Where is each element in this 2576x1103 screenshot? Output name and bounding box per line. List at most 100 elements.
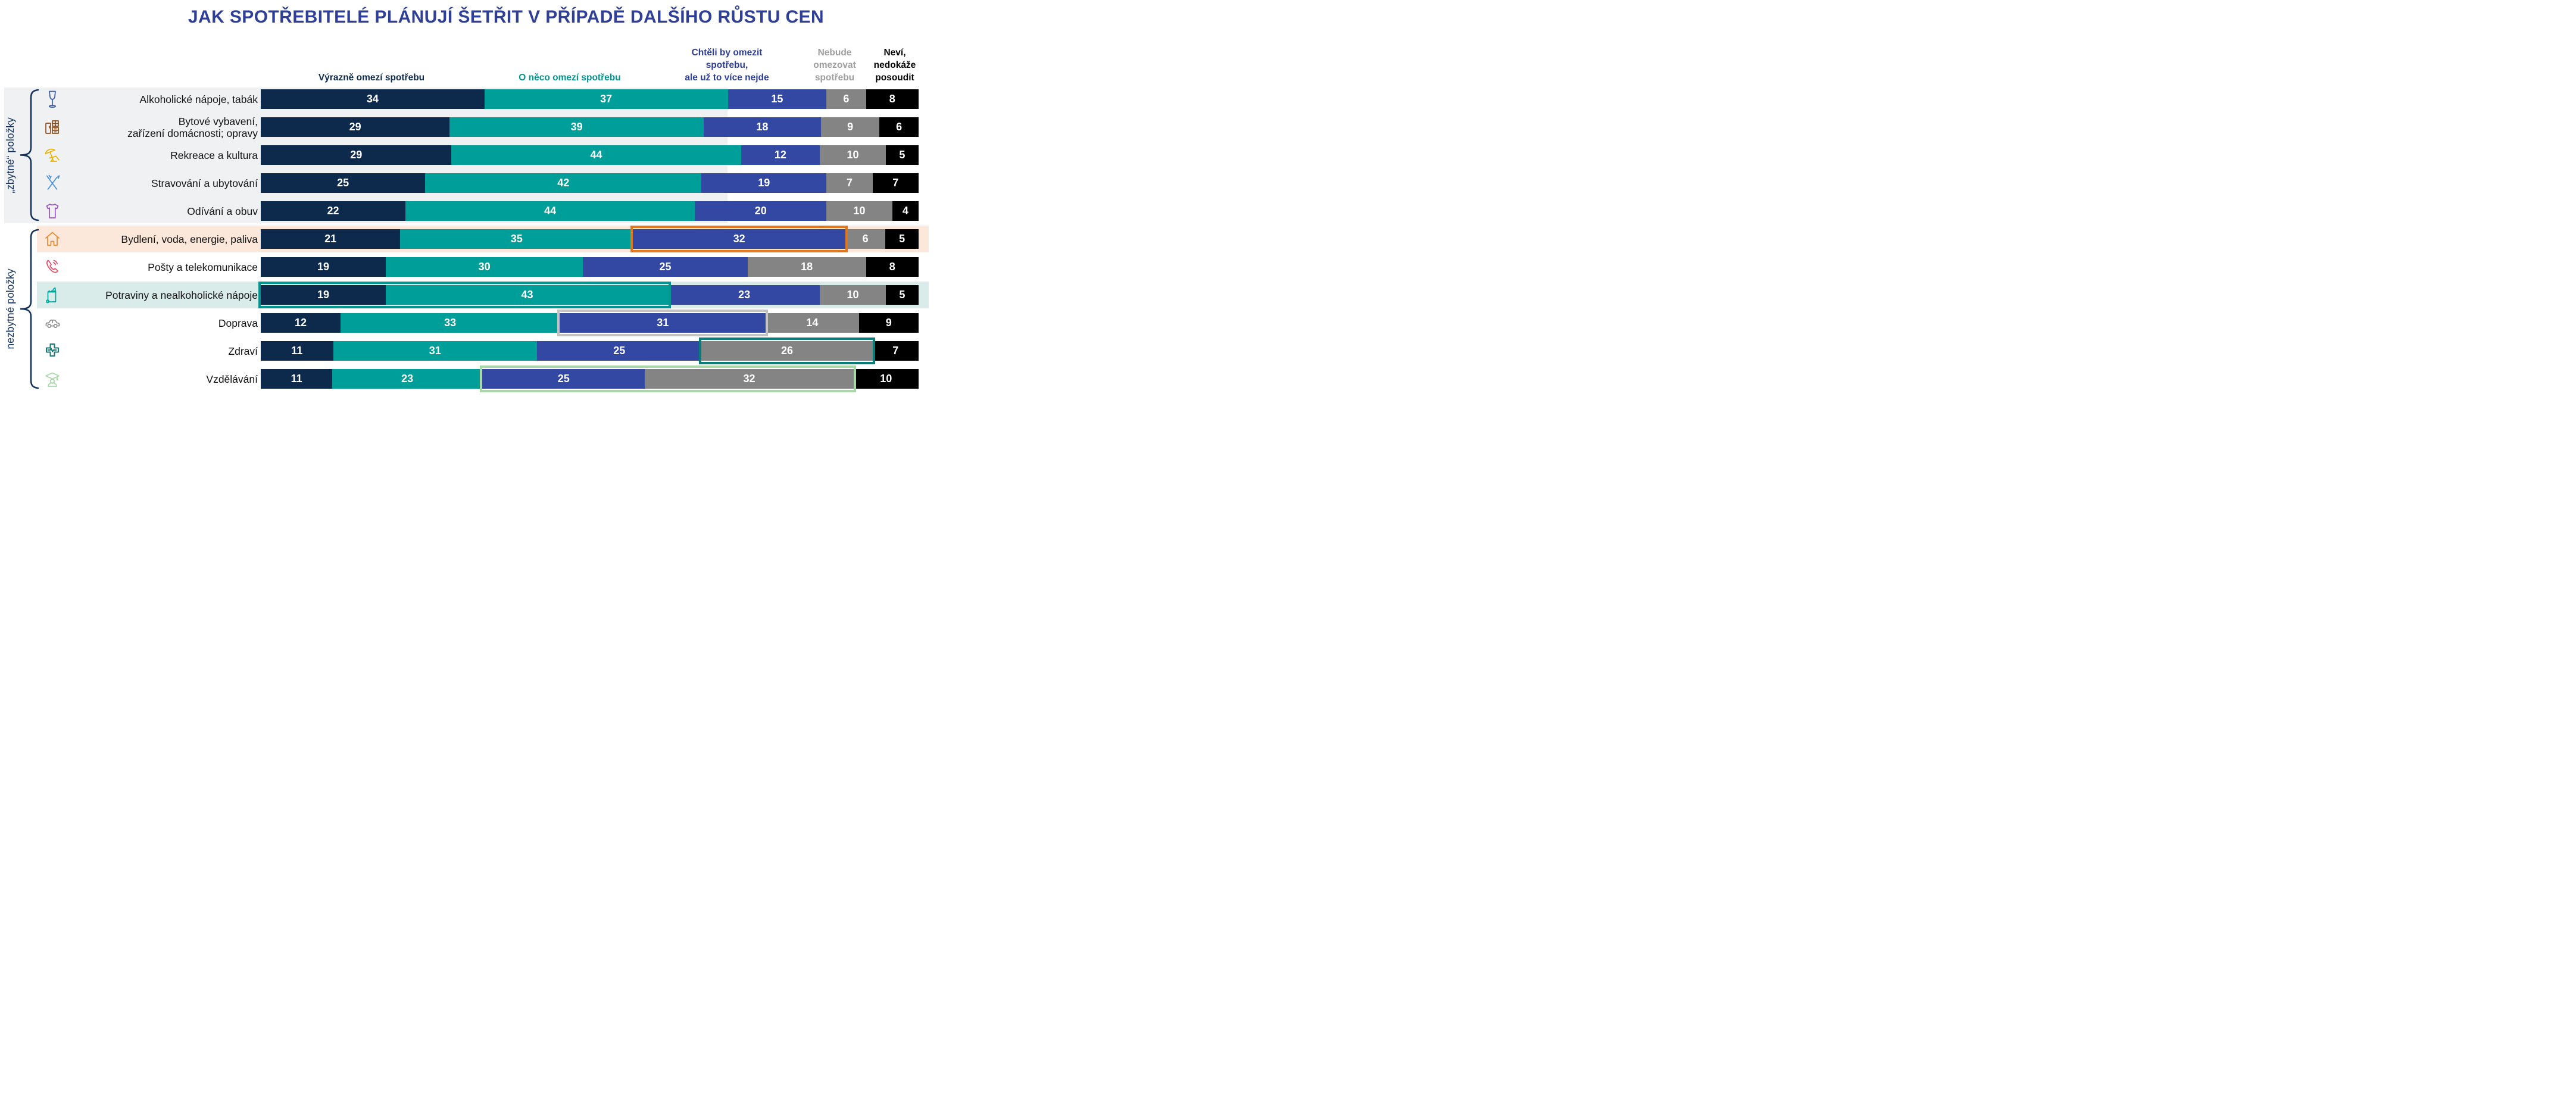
bar-segment: 12 <box>261 313 341 333</box>
segment-value: 15 <box>771 93 783 105</box>
bar-segment: 8 <box>866 89 919 109</box>
segment-value: 5 <box>899 289 905 301</box>
beach-umbrella-icon <box>42 145 63 165</box>
series-header-line: omezovat <box>813 60 856 70</box>
bar-segment: 11 <box>261 341 333 361</box>
bar-segment: 19 <box>261 285 386 305</box>
category-row-bar: 19 43 23 10 5 <box>261 285 919 305</box>
category-row-bar: 11 31 25 26 7 <box>261 341 919 361</box>
category-row-bar: 34 37 15 6 8 <box>261 89 919 109</box>
segment-value: 11 <box>291 345 303 357</box>
category-label-line: Pošty a telekomunikace <box>148 261 258 273</box>
category-label-line: Potraviny a nealkoholické nápoje <box>105 289 258 301</box>
category-row-bar: 29 39 18 9 6 <box>261 117 919 137</box>
segment-value: 42 <box>557 177 570 189</box>
bar-segment: 9 <box>820 117 880 137</box>
segment-value: 23 <box>738 289 751 301</box>
segment-value: 25 <box>337 177 349 189</box>
segment-value: 34 <box>366 93 379 105</box>
group-brace <box>20 229 39 389</box>
segment-value: 6 <box>862 233 869 245</box>
series-header-line: O něco omezí spotřebu <box>519 73 621 83</box>
bar-segment: 44 <box>451 145 741 165</box>
bar-segment: 44 <box>405 201 695 221</box>
bar-segment: 25 <box>537 341 702 361</box>
segment-value: 29 <box>349 121 361 133</box>
highlight-zdravi-nebude-26 <box>699 338 875 364</box>
bar-segment: 10 <box>853 369 919 389</box>
bar-segment: 6 <box>845 229 886 249</box>
segment-value: 8 <box>889 261 895 273</box>
series-header-line: spotřebu <box>814 73 855 83</box>
segment-value: 4 <box>902 205 908 217</box>
bar-segment: 9 <box>858 313 919 333</box>
series-header: O něco omezí spotřebu <box>503 71 636 84</box>
segment-value: 10 <box>847 149 859 161</box>
category-label-line: Doprava <box>218 317 258 329</box>
series-header: Výrazně omezí spotřebu <box>305 71 438 84</box>
segment-value: 21 <box>324 233 337 245</box>
category-label-line: Rekreace a kultura <box>170 149 258 161</box>
category-label-line: Alkoholické nápoje, tabák <box>139 93 258 105</box>
category-label: Vzdělávání <box>71 364 258 393</box>
category-label-line: Bytové vybavení, <box>178 115 258 127</box>
bar-segment: 10 <box>820 285 886 305</box>
bar-segment: 5 <box>885 229 919 249</box>
bar-segment: 19 <box>701 173 827 193</box>
group-brace <box>20 89 39 221</box>
segment-value: 35 <box>510 233 523 245</box>
bar-segment: 5 <box>885 285 919 305</box>
segment-value: 6 <box>843 93 850 105</box>
segment-value: 25 <box>659 261 672 273</box>
bar-segment: 39 <box>449 117 704 137</box>
bar-segment: 12 <box>741 145 820 165</box>
bar-segment: 22 <box>261 201 406 221</box>
bar-segment: 5 <box>885 145 919 165</box>
bar-segment: 10 <box>826 201 892 221</box>
bar-segment: 42 <box>425 173 702 193</box>
bar-segment: 15 <box>727 89 827 109</box>
bar-segment: 4 <box>892 201 919 221</box>
category-label: Rekreace a kultura <box>71 140 258 170</box>
segment-value: 31 <box>657 317 669 329</box>
segment-value: 5 <box>899 233 905 245</box>
category-label-line: Vzdělávání <box>206 373 258 385</box>
segment-value: 30 <box>478 261 491 273</box>
bar-segment: 10 <box>820 145 886 165</box>
highlight-vzdelavani-25-32 <box>479 365 856 392</box>
series-header-line: ale už to více nejde <box>685 73 769 83</box>
segment-value: 43 <box>521 289 533 301</box>
segment-value: 44 <box>544 205 557 217</box>
car-icon <box>42 313 63 333</box>
segment-value: 39 <box>570 121 583 133</box>
category-row-bar: 21 35 32 6 5 <box>261 229 919 249</box>
bar-segment: 26 <box>701 341 873 361</box>
category-row-bar: 12 33 31 14 9 <box>261 313 919 333</box>
segment-value: 19 <box>317 289 329 301</box>
bar-segment: 21 <box>261 229 401 249</box>
segment-value: 33 <box>444 317 457 329</box>
series-header-line: Výrazně omezí spotřebu <box>318 73 425 83</box>
bar-segment: 6 <box>879 117 919 137</box>
series-header: Neví, nedokáže posoudit <box>861 46 929 84</box>
category-label: Zdraví <box>71 336 258 365</box>
group-label: „zbytné“ položky <box>4 117 16 193</box>
bar-segment: 7 <box>826 173 873 193</box>
series-header-line: posoudit <box>875 73 914 83</box>
chart-title: JAK SPOTŘEBITELÉ PLÁNUJÍ ŠETŘIT V PŘÍPAD… <box>188 7 825 27</box>
segment-value: 18 <box>756 121 769 133</box>
category-row-bar: 22 44 20 10 4 <box>261 201 919 221</box>
segment-value: 32 <box>743 373 755 385</box>
bar-segment: 32 <box>633 229 846 249</box>
series-header-line: spotřebu, <box>705 60 748 70</box>
bar-segment: 18 <box>703 117 821 137</box>
bar-segment: 23 <box>669 285 820 305</box>
series-header: Nebude omezovat spotřebu <box>798 46 872 84</box>
bar-segment: 32 <box>645 369 854 389</box>
segment-value: 22 <box>327 205 339 217</box>
series-header: Chtěli by omezit spotřebu, ale už to více … <box>658 46 795 84</box>
graduate-icon <box>42 368 63 389</box>
bar-segment: 29 <box>261 117 450 137</box>
house-icon <box>42 229 63 249</box>
segment-value: 5 <box>899 149 905 161</box>
